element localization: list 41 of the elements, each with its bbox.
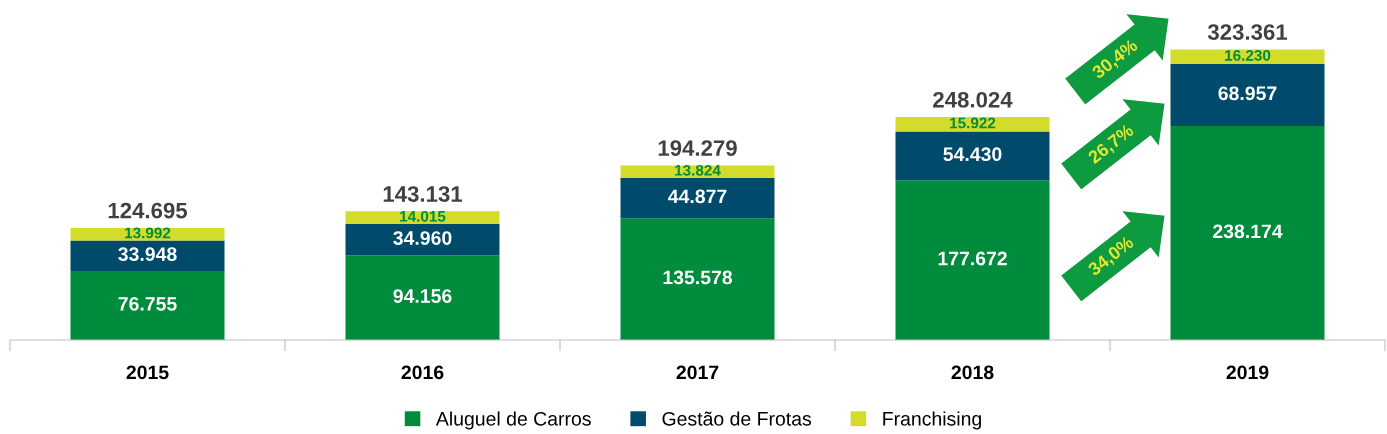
- total-label: 124.695: [108, 202, 188, 219]
- data-label: 34.960: [393, 231, 452, 245]
- bar: [620, 165, 775, 178]
- data-label: 177.672: [938, 251, 1007, 266]
- legend-label: Franchising: [883, 411, 981, 430]
- bar: [1170, 49, 1325, 64]
- data-label: 68.957: [1218, 86, 1277, 101]
- data-label: 15.922: [950, 117, 996, 129]
- bar: [895, 131, 1050, 181]
- x-tick-label: 2017: [676, 365, 719, 380]
- data-label: 135.578: [663, 270, 733, 285]
- data-label: 44.877: [668, 189, 727, 204]
- data-label: 33.948: [118, 247, 177, 262]
- bar: [345, 223, 500, 256]
- bar: [620, 177, 775, 219]
- bar: [70, 227, 225, 241]
- data-label: 14.015: [400, 210, 446, 222]
- total-label: 248.024: [933, 91, 1013, 108]
- x-tick-label: 2018: [951, 365, 994, 380]
- data-label: 76.755: [118, 296, 177, 311]
- bar: [70, 240, 225, 272]
- legend-label: Aluguel de Carros: [435, 411, 591, 430]
- legend-label: Gestão de Frotas: [662, 411, 812, 426]
- x-tick-label: 2016: [401, 365, 444, 380]
- data-label: 13.824: [675, 164, 721, 176]
- data-label: 54.430: [943, 147, 1002, 162]
- bar: [895, 180, 1050, 340]
- total-label: 323.361: [1207, 24, 1288, 40]
- data-label: 238.174: [1213, 224, 1283, 239]
- x-tick-label: 2019: [1226, 365, 1269, 380]
- total-label: 194.279: [658, 140, 737, 156]
- x-tick-label: 2015: [126, 365, 169, 380]
- bar: [620, 218, 775, 340]
- data-label: 16.230: [1225, 49, 1271, 61]
- bar: [70, 271, 225, 340]
- bar: [345, 211, 500, 224]
- data-label: 13.992: [125, 227, 171, 239]
- bar: [1170, 125, 1325, 340]
- total-label: 143.131: [383, 186, 463, 202]
- bar: [345, 255, 500, 340]
- data-label: 94.156: [393, 289, 452, 303]
